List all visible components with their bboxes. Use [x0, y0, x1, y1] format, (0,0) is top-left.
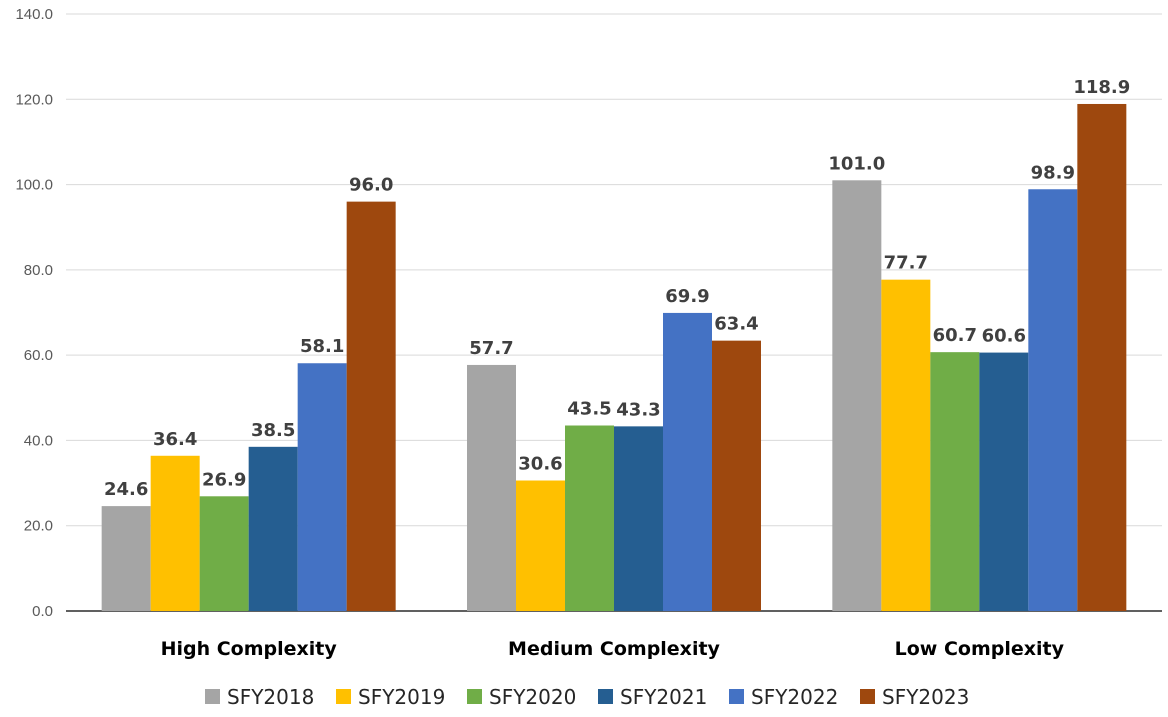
y-tick-label: 140.0	[15, 6, 53, 23]
bar-sfy2020-3	[930, 352, 980, 611]
data-label: 63.4	[714, 314, 758, 335]
data-label: 58.1	[300, 336, 344, 357]
data-label: 57.7	[469, 338, 513, 359]
bar-sfy2020-2	[565, 425, 614, 611]
gridlines	[66, 13, 1162, 612]
legend-swatch	[729, 689, 744, 704]
data-label: 98.9	[1031, 162, 1075, 183]
bar-sfy2023-3	[1077, 103, 1127, 611]
data-label: 24.6	[104, 479, 148, 500]
bar-sfy2018-1	[101, 506, 151, 611]
bar-sfy2019-2	[516, 480, 565, 611]
bar-sfy2020-1	[199, 496, 249, 611]
y-axis-ticks: 0.0 20.0 40.0 60.0 80.0 100.0 120.0 140.0	[15, 6, 53, 620]
y-tick-label: 20.0	[24, 518, 53, 535]
legend-label: SFY2023	[882, 685, 969, 709]
legend-swatch	[205, 689, 220, 704]
bar-sfy2021-1	[248, 446, 298, 611]
y-tick-label: 120.0	[15, 91, 53, 108]
legend-label: SFY2021	[620, 685, 707, 709]
legend-swatch	[860, 689, 875, 704]
bar-sfy2018-2	[467, 364, 516, 611]
y-tick-label: 0.0	[32, 603, 53, 620]
legend-label: SFY2019	[358, 685, 445, 709]
data-label: 60.7	[933, 325, 977, 346]
bar-sfy2023-1	[346, 201, 396, 611]
data-label: 30.6	[518, 454, 562, 475]
bars	[101, 103, 1127, 612]
bar-sfy2022-2	[663, 312, 712, 611]
y-tick-label: 40.0	[24, 432, 53, 449]
data-label: 60.6	[982, 326, 1026, 347]
y-tick-label: 80.0	[24, 262, 53, 279]
category-label: Low Complexity	[895, 638, 1065, 660]
legend-label: SFY2020	[489, 685, 576, 709]
category-labels: High Complexity Medium Complexity Low Comp…	[161, 638, 1065, 660]
y-tick-label: 60.0	[24, 347, 53, 364]
bar-sfy2019-1	[150, 455, 200, 611]
data-label: 36.4	[153, 429, 197, 450]
legend-label: SFY2022	[751, 685, 838, 709]
data-label: 101.0	[828, 153, 885, 174]
bar-sfy2022-1	[297, 363, 347, 611]
data-label: 118.9	[1073, 77, 1130, 98]
bar-sfy2021-3	[979, 352, 1029, 611]
data-label: 69.9	[665, 286, 709, 307]
bar-sfy2023-2	[712, 340, 761, 611]
data-label: 43.3	[616, 399, 660, 420]
data-label: 77.7	[884, 253, 928, 274]
legend: SFY2018 SFY2019 SFY2020 SFY2021 SFY2022 SFY20…	[205, 685, 969, 709]
legend-swatch	[598, 689, 613, 704]
legend-label: SFY2018	[227, 685, 314, 709]
data-label: 38.5	[251, 420, 295, 441]
bar-sfy2018-3	[832, 180, 882, 612]
category-label: High Complexity	[161, 638, 338, 660]
y-tick-label: 100.0	[15, 177, 53, 194]
data-label: 26.9	[202, 469, 246, 490]
legend-swatch	[467, 689, 482, 704]
legend-swatch	[336, 689, 351, 704]
data-labels: 24.6 36.426.9 38.5 58.1 96.0 57.7 30.6 43.5 43.3…	[104, 77, 1130, 500]
data-label: 96.0	[349, 175, 393, 196]
category-label: Medium Complexity	[508, 638, 720, 660]
bar-sfy2021-2	[614, 426, 663, 611]
bar-sfy2019-3	[881, 279, 931, 611]
bar-sfy2022-3	[1028, 189, 1078, 611]
data-label: 43.5	[567, 399, 611, 420]
